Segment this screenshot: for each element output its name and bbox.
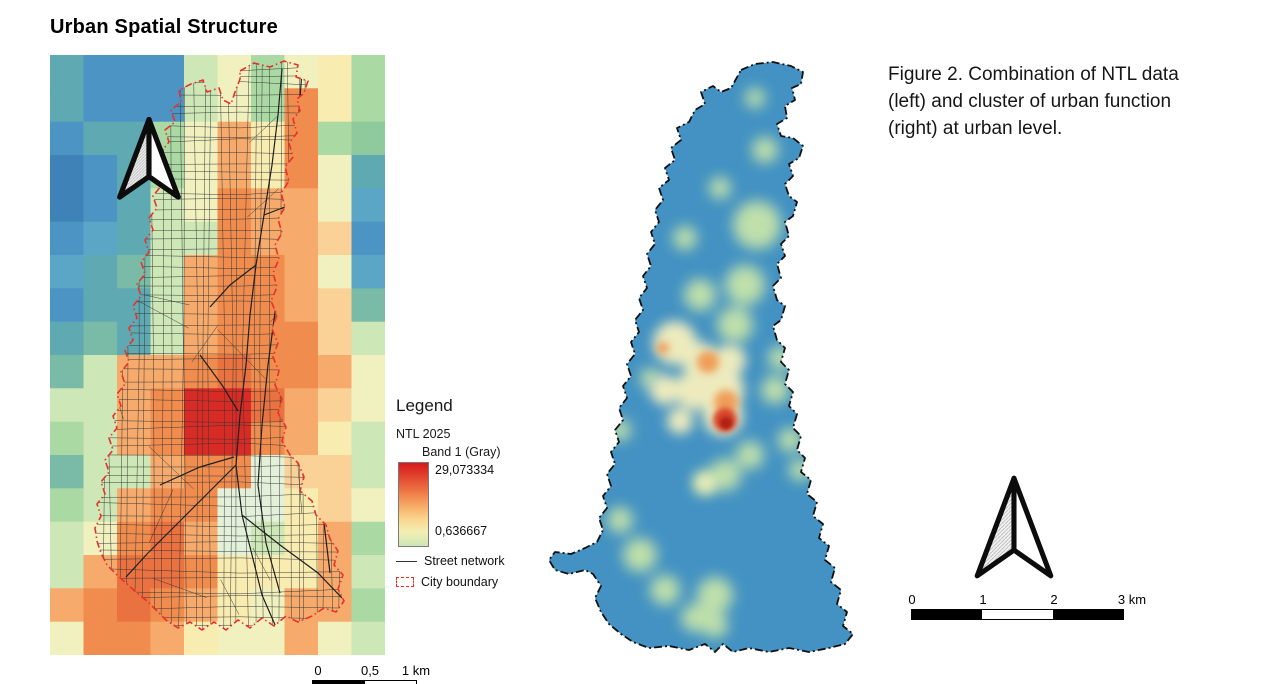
scalebar-segment xyxy=(364,681,416,684)
scalebar-tick-label: 1 xyxy=(979,592,987,607)
urban-function-cluster-map xyxy=(545,58,890,658)
map-legend: Legend NTL 2025 Band 1 (Gray) 29,073334 … xyxy=(396,396,546,589)
ntl-raster-map-canvas xyxy=(50,55,385,655)
right-scalebar: 0 1 2 3 km xyxy=(905,592,1147,620)
legend-max-value: 29,073334 xyxy=(435,463,495,477)
ntl-raster-map: 0 0,5 1 km xyxy=(50,55,430,684)
street-line-symbol xyxy=(396,560,417,562)
scalebar-segment xyxy=(912,610,983,619)
legend-boundary-label: City boundary xyxy=(421,575,499,589)
scalebar-tick-label: 0,5 xyxy=(360,663,380,678)
right-scalebar-bar xyxy=(911,609,1124,620)
left-scalebar-labels: 0 0,5 1 km xyxy=(308,663,430,680)
left-scalebar: 0 0,5 1 km xyxy=(308,663,430,684)
scalebar-tick-label: 0 xyxy=(314,663,322,678)
cluster-heatmap-canvas xyxy=(548,61,854,653)
city-boundary-line xyxy=(94,60,345,631)
figure-caption: Figure 2. Combination of NTL data (left)… xyxy=(888,64,1179,139)
legend-street-label: Street network xyxy=(424,554,505,568)
right-scalebar-labels: 0 1 2 3 km xyxy=(905,592,1147,609)
scalebar-tick-label: 2 xyxy=(1050,592,1058,607)
legend-layer-name: NTL 2025 xyxy=(396,427,451,441)
legend-ramp-row: 29,073334 0,636667 xyxy=(398,462,546,547)
legend-color-ramp xyxy=(398,462,429,547)
legend-min-value: 0,636667 xyxy=(435,524,488,538)
page-title: Urban Spatial Structure xyxy=(50,16,278,38)
legend-item-city-boundary: City boundary xyxy=(396,575,546,589)
cluster-boundary-line xyxy=(548,61,854,653)
scalebar-tick-label: 3 km xyxy=(1117,592,1147,607)
scalebar-segment xyxy=(1052,610,1123,619)
scalebar-segment xyxy=(982,610,1053,619)
left-scalebar-bar xyxy=(312,680,417,684)
scalebar-tick-label: 1 km xyxy=(401,663,431,678)
legend-title: Legend xyxy=(396,396,453,415)
scalebar-segment xyxy=(313,681,365,684)
legend-band-label: Band 1 (Gray) xyxy=(422,445,501,459)
scalebar-tick-label: 0 xyxy=(908,592,916,607)
north-arrow-icon xyxy=(974,475,1054,579)
heat-blobs-layer xyxy=(607,88,811,638)
legend-item-street-network: Street network xyxy=(396,554,546,568)
city-boundary-symbol xyxy=(396,577,414,587)
